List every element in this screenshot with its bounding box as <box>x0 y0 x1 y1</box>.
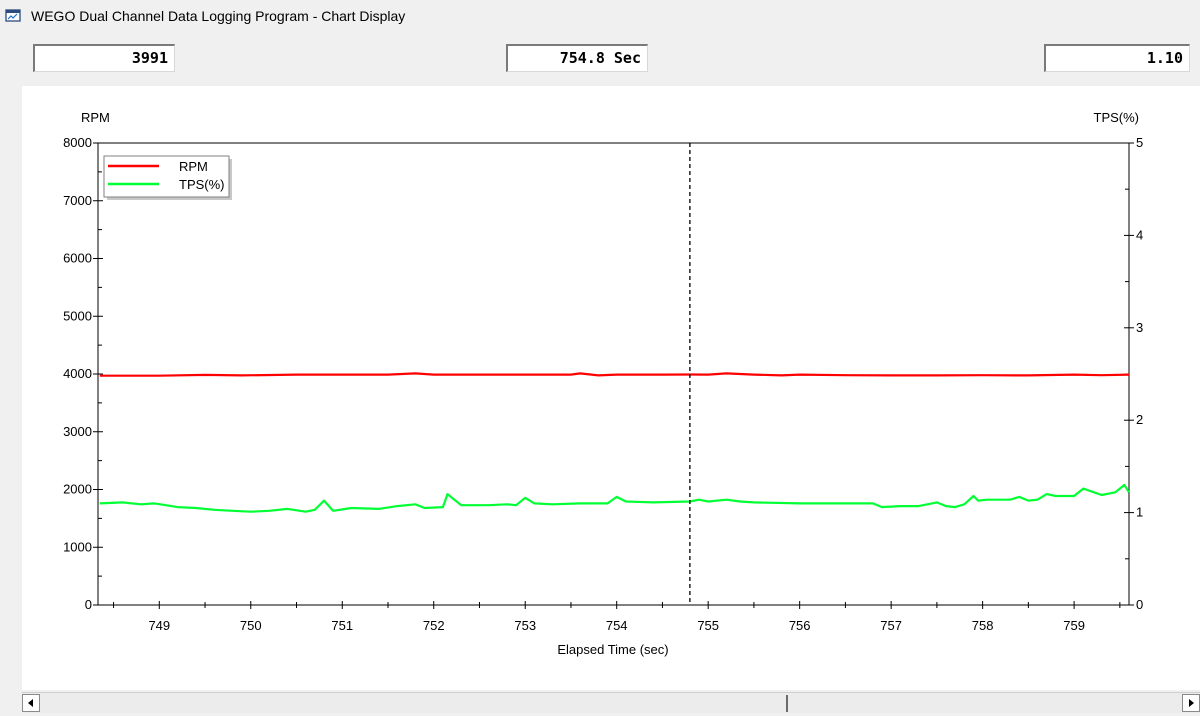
right-axis-label: TPS(%) <box>1094 110 1140 125</box>
window-title: WEGO Dual Channel Data Logging Program -… <box>31 8 406 24</box>
right-axis-tick-label: 3 <box>1136 320 1143 335</box>
rpm-readout-field: 3991 <box>33 44 175 72</box>
rpm-series-line <box>99 372 1130 377</box>
x-axis-tick-label: 750 <box>240 618 262 633</box>
x-axis-tick-label: 757 <box>880 618 902 633</box>
left-axis-tick-label: 2000 <box>63 482 92 497</box>
horizontal-scrollbar[interactable] <box>22 692 1200 713</box>
x-axis-tick-label: 759 <box>1063 618 1085 633</box>
scroll-thumb[interactable] <box>786 695 788 712</box>
left-axis-tick-label: 0 <box>85 597 92 612</box>
legend: RPM TPS(%) <box>103 155 232 200</box>
x-axis-tick-label: 756 <box>789 618 811 633</box>
left-axis-label: RPM <box>81 110 110 125</box>
scroll-left-arrow-icon <box>28 699 33 707</box>
x-axis-tick-label: 754 <box>606 618 628 633</box>
left-axis-tick-label: 6000 <box>63 251 92 266</box>
x-axis-tick-label: 758 <box>972 618 994 633</box>
tps-readout-field: 1.10 <box>1044 44 1190 72</box>
elapsed-time-readout-field: 754.8 Sec <box>506 44 648 72</box>
legend-box <box>103 155 230 198</box>
left-axis-tick-label: 3000 <box>63 424 92 439</box>
left-axis-tick-label: 1000 <box>63 539 92 554</box>
left-axis-tick-label: 7000 <box>63 193 92 208</box>
right-axis-tick-label: 0 <box>1136 597 1143 612</box>
x-axis-tick-label: 749 <box>148 618 170 633</box>
right-axis-tick-label: 2 <box>1136 412 1143 427</box>
legend-tps-label: TPS(%) <box>179 177 225 192</box>
scroll-right-button[interactable] <box>1182 694 1200 712</box>
legend-rpm-label: RPM <box>179 159 208 174</box>
right-axis-tick-label: 1 <box>1136 505 1143 520</box>
x-axis-tick-label: 752 <box>423 618 445 633</box>
right-axis-tick-label: 4 <box>1136 227 1143 242</box>
x-axis-tick-label: 751 <box>331 618 353 633</box>
right-axis-tick-label: 5 <box>1136 135 1143 150</box>
chart-panel[interactable]: RPM TPS(%) Elapsed Time (sec) 0 1000 2000 3… <box>22 86 1200 690</box>
x-axis-tick-label: 753 <box>514 618 536 633</box>
title-bar: WEGO Dual Channel Data Logging Program -… <box>0 0 1200 34</box>
x-axis-label: Elapsed Time (sec) <box>557 642 668 657</box>
left-axis-tick-label: 8000 <box>63 135 92 150</box>
scroll-right-arrow-icon <box>1189 699 1194 707</box>
left-axis-tick-label: 4000 <box>63 366 92 381</box>
left-axis-tick-label: 5000 <box>63 308 92 323</box>
x-axis-tick-label: 755 <box>697 618 719 633</box>
line-chart[interactable]: RPM TPS(%) Elapsed Time (sec) 0 1000 2000 3… <box>22 86 1200 690</box>
tps-series-line <box>99 483 1130 513</box>
scroll-left-button[interactable] <box>22 694 40 712</box>
app-icon <box>5 9 21 22</box>
